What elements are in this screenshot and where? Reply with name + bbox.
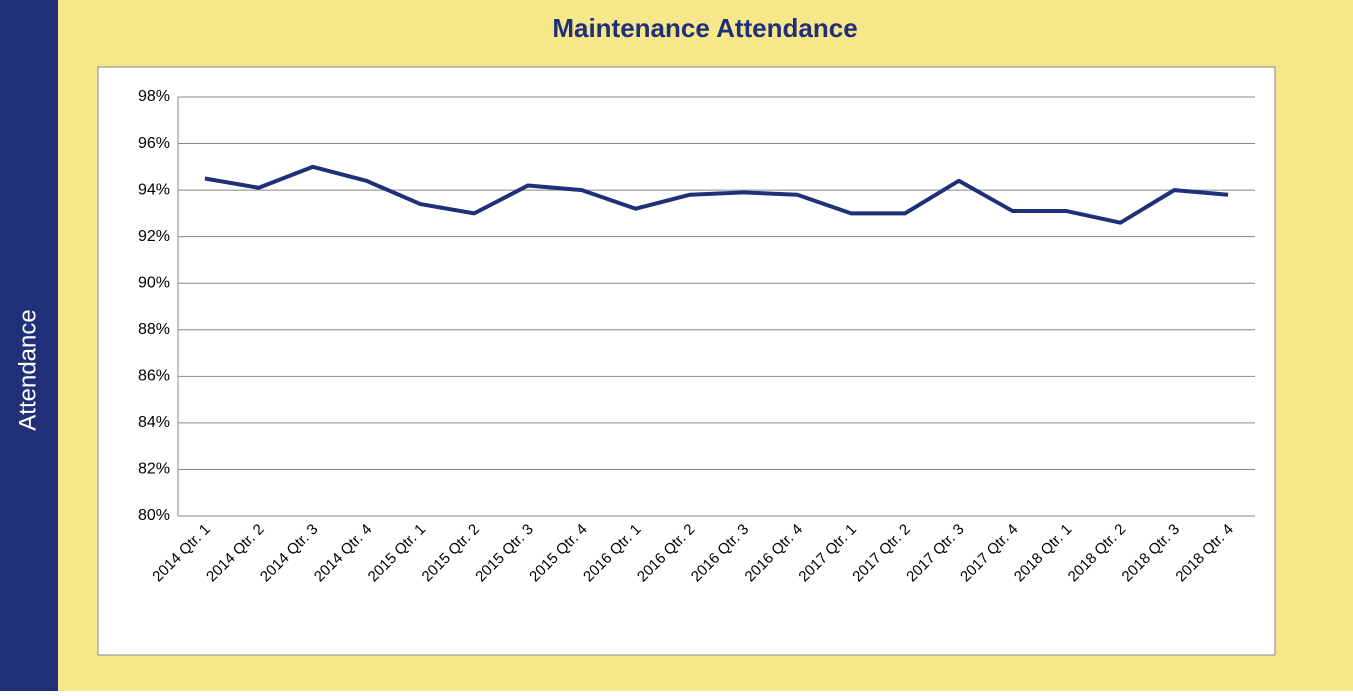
y-tick-label: 86% [138,368,170,385]
y-tick-label: 92% [138,228,170,245]
chart-title: Maintenance Attendance [552,13,857,43]
sidebar [0,0,58,691]
y-axis-label: Attendance [14,309,41,430]
y-tick-label: 84% [138,414,170,431]
plot-box [97,66,1276,656]
y-tick-label: 94% [138,181,170,198]
y-tick-label: 88% [138,321,170,338]
line-series [204,164,1229,225]
y-tick-label: 98% [138,88,170,105]
y-tick-label: 96% [138,135,170,152]
y-tick-label: 90% [138,274,170,291]
y-tick-label: 80% [138,507,170,524]
y-tick-label: 82% [138,461,170,478]
